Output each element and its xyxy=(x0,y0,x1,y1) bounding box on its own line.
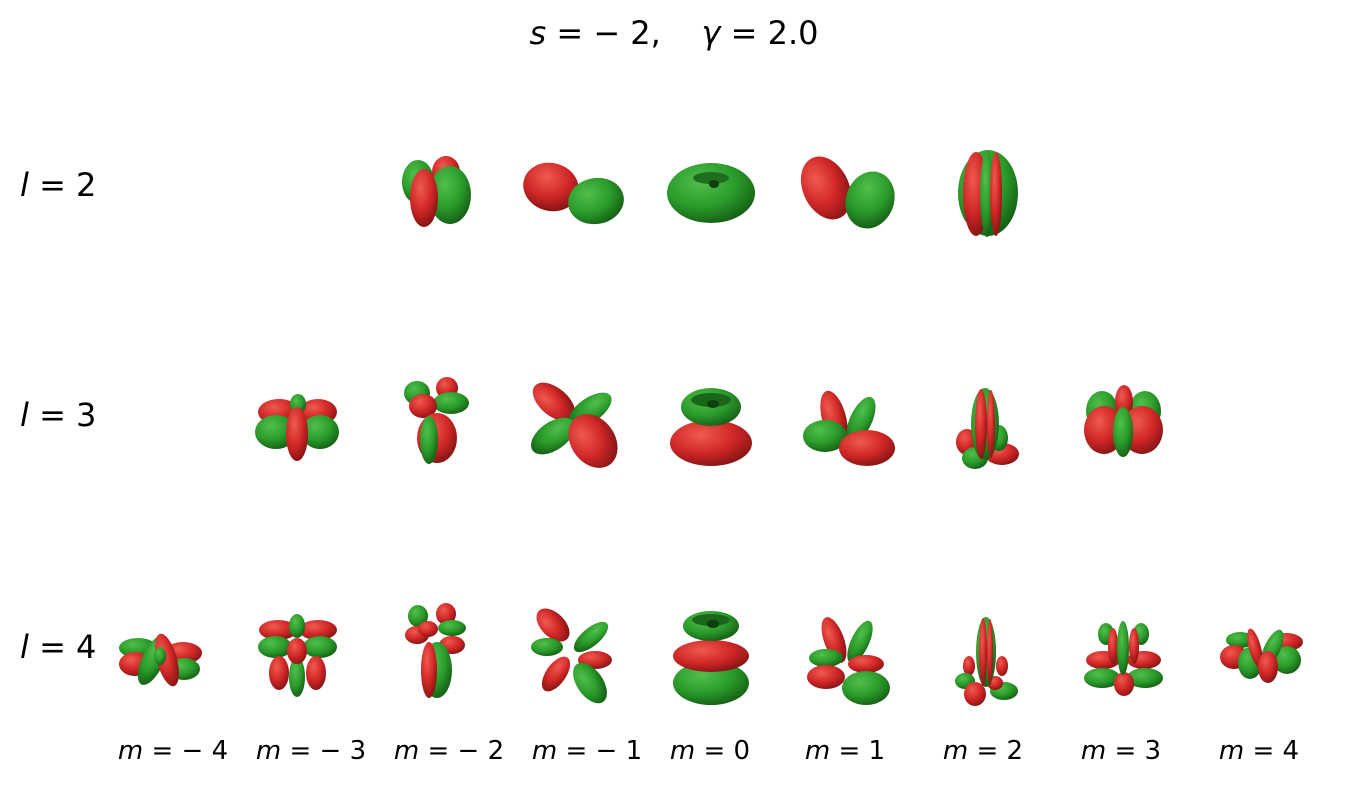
col-label-m1: m = 1 xyxy=(804,736,886,766)
col-label-m0: m = 0 xyxy=(669,736,751,766)
shape-l4-m0 xyxy=(673,611,749,705)
figure-title: s = − 2, γ = 2.0 xyxy=(529,14,819,52)
shape-l3-m-3 xyxy=(255,394,339,461)
shape-l2-m2 xyxy=(958,150,1018,237)
shape-l2-m-1 xyxy=(523,162,624,225)
col-label-m-4: m = − 4 xyxy=(117,736,229,766)
shape-l3-m2 xyxy=(956,388,1019,469)
row-label-l2: l = 2 xyxy=(20,166,97,204)
col-label-m-1: m = − 1 xyxy=(531,736,643,766)
shape-l3-m-2 xyxy=(404,377,469,464)
col-label-m-3: m = − 3 xyxy=(255,736,367,766)
col-label-m3: m = 3 xyxy=(1080,736,1162,766)
shape-l4-m4 xyxy=(1220,628,1303,683)
shape-l2-m0 xyxy=(667,163,755,223)
shape-l3-m3 xyxy=(1084,385,1163,457)
shape-l4-m2 xyxy=(955,617,1018,706)
shape-l3-m-1 xyxy=(531,382,618,468)
shape-l3-m0 xyxy=(670,388,752,466)
shape-l3-m1 xyxy=(803,390,895,466)
shape-l4-m-3 xyxy=(258,614,337,697)
row-label-l3: l = 3 xyxy=(20,396,97,434)
col-label-m2: m = 2 xyxy=(942,736,1024,766)
shape-l4-m3 xyxy=(1084,621,1163,696)
row-label-l4: l = 4 xyxy=(20,628,97,666)
shape-l4-m-4 xyxy=(119,633,202,687)
shape-l2-m1 xyxy=(800,156,895,229)
shape-l2-m-2 xyxy=(402,156,471,227)
shape-l4-m1 xyxy=(807,617,890,705)
col-label-m4: m = 4 xyxy=(1218,736,1300,766)
shape-l4-m-2 xyxy=(405,603,466,698)
col-label-m-2: m = − 2 xyxy=(393,736,505,766)
shape-l4-m-1 xyxy=(531,608,612,704)
